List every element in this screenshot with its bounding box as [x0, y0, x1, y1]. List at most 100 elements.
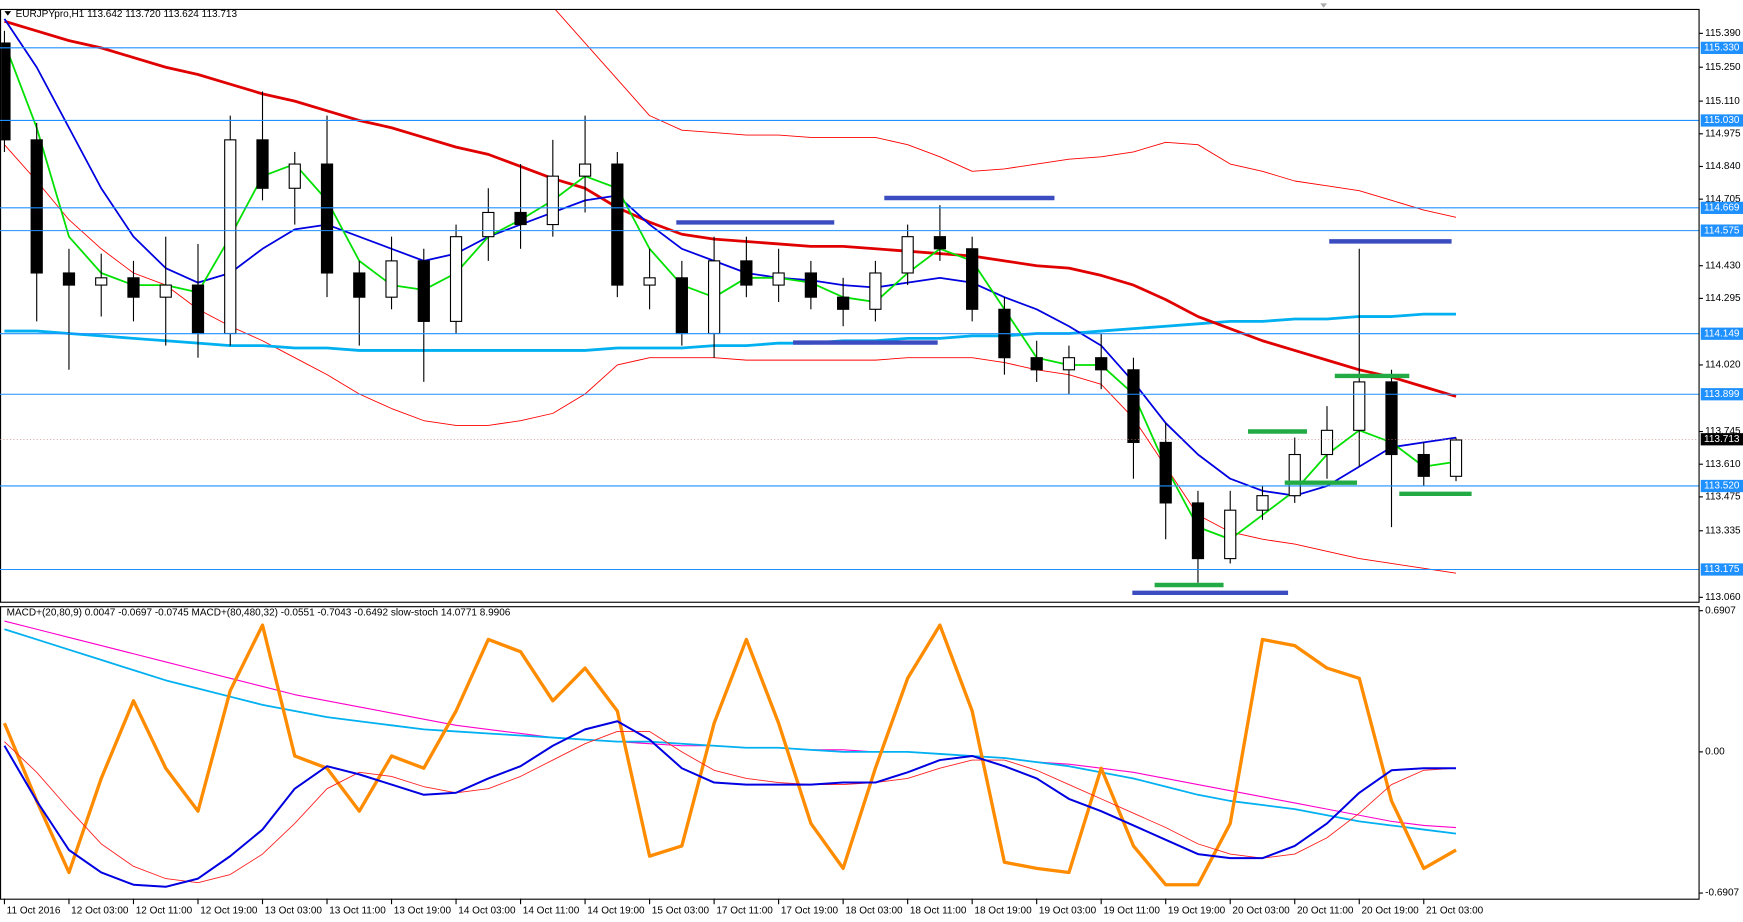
x-tick-label: 14 Oct 11:00: [523, 906, 580, 917]
x-tick-label: 20 Oct 11:00: [1297, 906, 1354, 917]
candle-body: [1, 42, 11, 141]
x-tick-label: 13 Oct 11:00: [329, 906, 386, 917]
candle-body: [740, 260, 753, 286]
x-tick-label: 19 Oct 03:00: [1039, 906, 1097, 917]
symbol-marker: [4, 11, 12, 16]
candle-body: [353, 272, 366, 298]
candle-body: [966, 248, 979, 310]
indicator-line: [3, 18, 1457, 497]
x-tick-label: 12 Oct 03:00: [71, 906, 129, 917]
candle-body: [224, 139, 237, 335]
x-tick-label: 13 Oct 03:00: [265, 906, 323, 917]
level-label: 113.175: [1704, 564, 1740, 575]
candle-body: [675, 277, 688, 335]
y-tick-label: 114.430: [1705, 260, 1741, 271]
level-label: 114.575: [1704, 225, 1740, 236]
candle-body: [804, 272, 817, 298]
indicator-line: [3, 720, 1457, 888]
candle-body: [869, 272, 882, 310]
x-tick-label: 11 Oct 2016: [7, 906, 61, 917]
scroll-marker: [1320, 3, 1327, 8]
candle-body: [1288, 453, 1301, 497]
candle-body: [159, 284, 172, 298]
candle-body: [191, 284, 205, 335]
candle-body: [1417, 453, 1430, 477]
level-label: 114.149: [1704, 328, 1740, 339]
candle-body: [1449, 439, 1463, 477]
level-label-box: [1700, 201, 1743, 214]
main-panel-frame: [0, 8, 1700, 603]
y-tick-label: 114.295: [1705, 293, 1741, 304]
indicator-line: [2, 623, 1457, 887]
last-price-label: 113.713: [1704, 434, 1740, 445]
y-tick-label: 114.020: [1705, 360, 1741, 371]
sub-panel-frame: [0, 606, 1700, 900]
last-price-box: [1700, 433, 1743, 446]
indicator-line: [555, 10, 1457, 218]
main-plot: [1, 10, 1463, 583]
candle-body: [837, 296, 850, 310]
candle-body: [901, 236, 914, 274]
level-label-box: [1700, 327, 1743, 340]
x-tick-label: 14 Oct 19:00: [587, 906, 645, 917]
candle-body: [772, 272, 785, 286]
y-tick-label: 115.250: [1705, 62, 1741, 73]
y-tick-label: 114.975: [1705, 128, 1741, 139]
indicator-line: [4, 628, 1457, 835]
candle-body: [256, 139, 269, 189]
level-label-box: [1700, 41, 1743, 54]
candle-body: [95, 277, 108, 286]
candle-body: [1159, 441, 1172, 504]
y-tick-label: 113.610: [1705, 459, 1741, 470]
candle-body: [127, 277, 140, 298]
x-tick-label: 21 Oct 03:00: [1426, 906, 1484, 917]
x-tick-label: 20 Oct 03:00: [1232, 906, 1290, 917]
candle-body: [288, 163, 301, 189]
candle-body: [1030, 357, 1043, 371]
level-label: 114.669: [1704, 203, 1740, 214]
candle-body: [1385, 381, 1398, 456]
candle-body: [546, 175, 559, 226]
level-label: 113.520: [1704, 481, 1740, 492]
indicator-line: [4, 19, 1457, 398]
level-label-box: [1700, 563, 1743, 576]
indicator-line: [4, 730, 1457, 884]
x-tick-label: 18 Oct 11:00: [910, 906, 967, 917]
y-tick-label: 114.705: [1705, 194, 1741, 205]
x-tick-label: 20 Oct 19:00: [1361, 906, 1419, 917]
y-tick-label: 115.390: [1705, 28, 1741, 39]
x-tick-label: 12 Oct 11:00: [136, 906, 193, 917]
candle-body: [1256, 495, 1269, 511]
candle-body: [1127, 369, 1140, 443]
level-label-box: [1700, 388, 1743, 401]
candle-body: [707, 260, 721, 335]
x-tick-label: 18 Oct 19:00: [974, 906, 1032, 917]
candle-body: [449, 236, 463, 322]
candle-body: [514, 211, 527, 226]
y-tick-label: -0.6907: [1705, 888, 1739, 899]
level-label: 113.899: [1704, 389, 1740, 400]
sub-plot: [2, 620, 1457, 888]
x-tick-label: 14 Oct 03:00: [458, 906, 516, 917]
candle-body: [482, 211, 495, 238]
y-tick-label: 0.00: [1705, 747, 1725, 758]
y-tick-label: 113.475: [1705, 492, 1741, 503]
y-tick-label: 113.335: [1705, 525, 1741, 536]
candle-body: [417, 260, 430, 322]
candle-body: [643, 277, 656, 286]
candle-body: [62, 272, 76, 286]
candle-body: [1191, 502, 1205, 560]
candle-body: [933, 236, 947, 250]
x-tick-label: 19 Oct 19:00: [1168, 906, 1226, 917]
y-tick-label: 113.745: [1705, 426, 1741, 437]
level-label: 115.330: [1704, 43, 1740, 54]
x-tick-label: 19 Oct 11:00: [1103, 906, 1160, 917]
candle-body: [578, 163, 592, 177]
chart-title: EURJPYpro,H1 113.642 113.720 113.624 113…: [16, 9, 238, 20]
candle-body: [320, 163, 334, 274]
y-tick-label: 114.840: [1705, 161, 1741, 172]
y-tick-label: 113.060: [1705, 592, 1741, 603]
x-tick-label: 17 Oct 11:00: [716, 906, 773, 917]
